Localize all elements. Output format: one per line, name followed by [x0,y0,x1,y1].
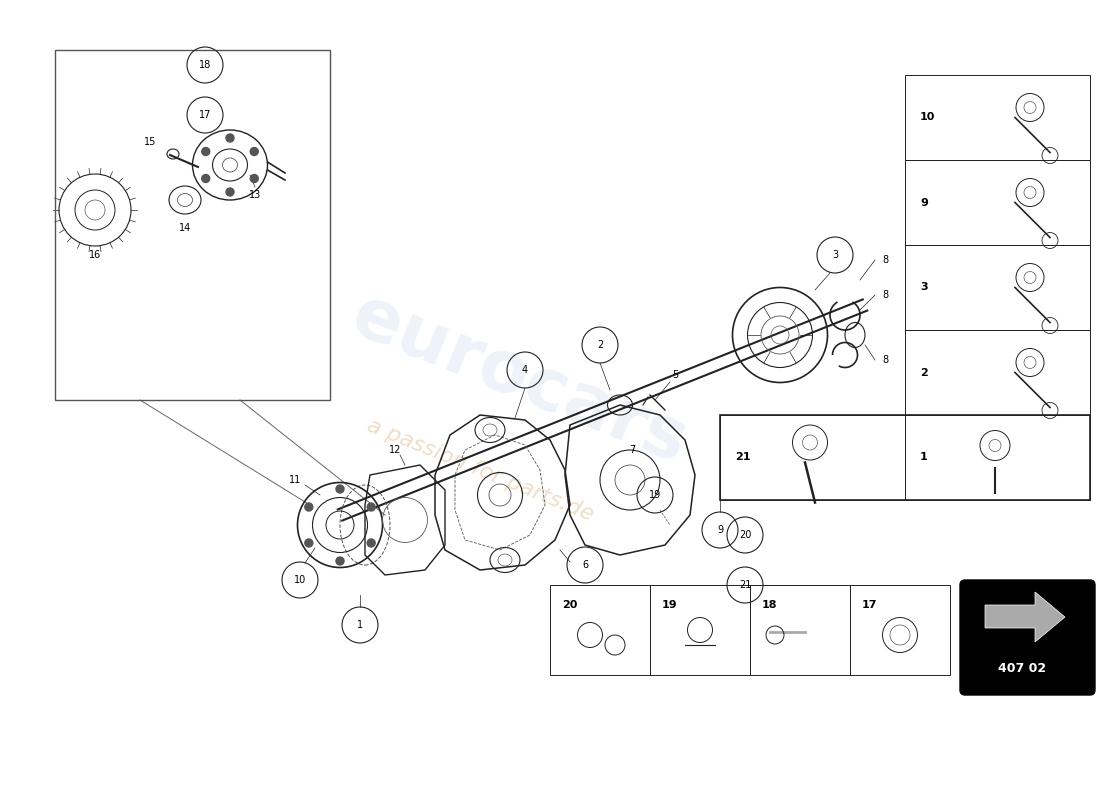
Circle shape [226,188,234,196]
Circle shape [226,134,234,142]
Text: 15: 15 [144,137,156,147]
Text: 14: 14 [179,223,191,233]
Text: 9: 9 [920,198,928,207]
Circle shape [305,503,312,511]
Text: 7: 7 [629,445,636,455]
Circle shape [336,557,344,565]
Circle shape [336,485,344,493]
Text: 21: 21 [739,580,751,590]
Text: 9: 9 [717,525,723,535]
Bar [905,245,1090,330]
Bar [550,585,650,675]
Text: 10: 10 [920,113,935,122]
Text: 19: 19 [662,600,678,610]
Bar [905,75,1090,160]
Polygon shape [984,592,1065,642]
Bar [905,415,1090,500]
Circle shape [250,147,258,155]
Text: a passion for parts.de: a passion for parts.de [364,415,596,525]
Circle shape [367,503,375,511]
Text: 8: 8 [882,290,888,300]
FancyBboxPatch shape [960,580,1094,695]
Text: 17: 17 [199,110,211,120]
Bar [720,415,1090,500]
Text: 18: 18 [199,60,211,70]
Text: 3: 3 [920,282,927,293]
Text: 20: 20 [562,600,578,610]
Text: 19: 19 [649,490,661,500]
Circle shape [201,174,210,182]
Bar [55,50,330,400]
Text: 12: 12 [388,445,401,455]
Text: 2: 2 [597,340,603,350]
Bar [905,330,1090,415]
Bar [905,160,1090,245]
Bar [720,415,905,500]
Text: 10: 10 [294,575,306,585]
Text: 5: 5 [672,370,678,380]
Bar [850,585,950,675]
Circle shape [250,174,258,182]
Circle shape [201,147,210,155]
Text: 20: 20 [739,530,751,540]
Text: 16: 16 [89,250,101,260]
Text: 13: 13 [249,190,261,200]
Text: 1: 1 [356,620,363,630]
Text: 11: 11 [289,475,301,485]
Circle shape [305,539,312,547]
Bar [650,585,750,675]
Text: 6: 6 [582,560,588,570]
Text: 17: 17 [862,600,878,610]
Text: 3: 3 [832,250,838,260]
Text: 18: 18 [762,600,778,610]
Bar [750,585,850,675]
Text: eurocars: eurocars [342,282,698,478]
Text: 21: 21 [735,453,750,462]
Circle shape [367,539,375,547]
Text: 8: 8 [882,355,888,365]
Text: 4: 4 [521,365,528,375]
Text: 1: 1 [920,453,927,462]
Text: 8: 8 [882,255,888,265]
Text: 407 02: 407 02 [998,662,1046,674]
Text: 2: 2 [920,367,927,378]
